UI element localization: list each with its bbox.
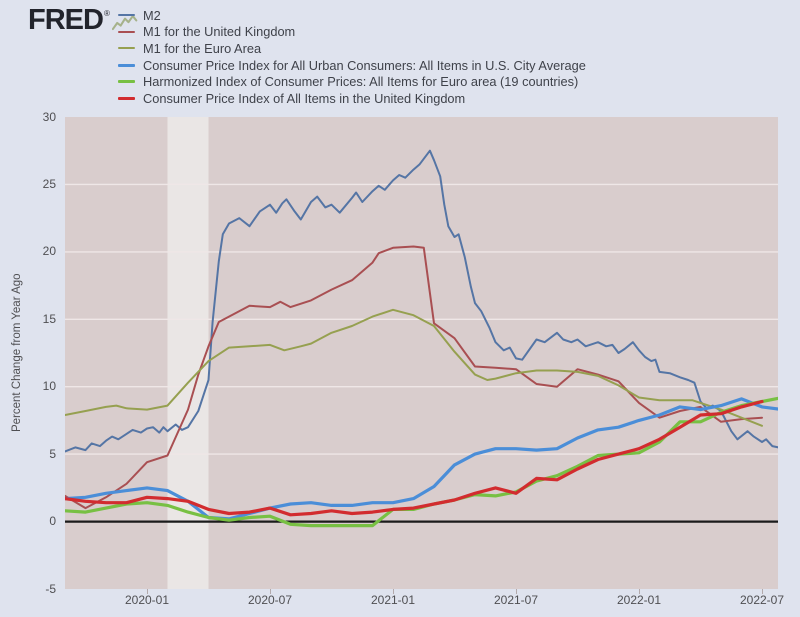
x-tick-label-2021-07: 2021-07 bbox=[493, 593, 539, 607]
legend-item-cpi-us: Consumer Price Index for All Urban Consu… bbox=[118, 57, 586, 74]
legend-item-m1-uk: M1 for the United Kingdom bbox=[118, 24, 586, 41]
legend-label-m1-uk: M1 for the United Kingdom bbox=[143, 24, 296, 40]
fred-logo-text: FRED bbox=[28, 4, 104, 36]
fred-logo[interactable]: FRED ® bbox=[28, 4, 138, 36]
legend-swatch-hicp-euro bbox=[118, 80, 135, 84]
registered-trademark: ® bbox=[103, 9, 110, 18]
x-tick-label-2022-01: 2022-01 bbox=[616, 593, 662, 607]
y-tick-label-25: 25 bbox=[42, 176, 56, 191]
x-tick-mark-2021-07 bbox=[516, 589, 517, 594]
x-tick-label-2022-07: 2022-07 bbox=[739, 593, 785, 607]
x-tick-mark-2022-01 bbox=[639, 589, 640, 594]
legend-item-m1-euro: M1 for the Euro Area bbox=[118, 40, 586, 57]
fred-sparkline-icon bbox=[111, 15, 138, 31]
x-tick-label-2020-07: 2020-07 bbox=[247, 593, 293, 607]
legend-item-m2: M2 bbox=[118, 7, 586, 24]
y-tick-label-30: 30 bbox=[42, 109, 56, 124]
legend-swatch-cpi-uk bbox=[118, 96, 135, 100]
series-line-m2 bbox=[65, 149, 778, 453]
y-tick-label--5: -5 bbox=[45, 581, 56, 596]
x-tick-label-2020-01: 2020-01 bbox=[124, 593, 170, 607]
series-line-m1-euro bbox=[65, 308, 763, 427]
legend-item-cpi-uk: Consumer Price Index of All Items in the… bbox=[118, 90, 586, 107]
x-tick-label-2021-01: 2021-01 bbox=[370, 593, 416, 607]
legend-swatch-m1-uk bbox=[118, 30, 135, 33]
x-tick-mark-2021-01 bbox=[393, 589, 394, 594]
legend-label-hicp-euro: Harmonized Index of Consumer Prices: All… bbox=[143, 74, 579, 90]
y-tick-label-0: 0 bbox=[49, 514, 56, 529]
legend-swatch-m1-euro bbox=[118, 47, 135, 50]
x-tick-mark-2020-07 bbox=[270, 589, 271, 594]
x-tick-mark-2022-07 bbox=[762, 589, 763, 594]
plot-area[interactable] bbox=[65, 117, 778, 589]
legend-label-m2: M2 bbox=[143, 7, 161, 23]
legend-swatch-m2 bbox=[118, 14, 135, 17]
y-tick-label-15: 15 bbox=[42, 311, 56, 326]
series-line-cpi-uk bbox=[65, 399, 764, 517]
recession-band bbox=[167, 117, 209, 589]
y-tick-label-5: 5 bbox=[49, 446, 56, 461]
x-tick-mark-2020-01 bbox=[147, 589, 148, 594]
y-tick-label-20: 20 bbox=[42, 244, 56, 259]
legend-item-hicp-euro: Harmonized Index of Consumer Prices: All… bbox=[118, 73, 586, 90]
legend-label-cpi-us: Consumer Price Index for All Urban Consu… bbox=[143, 57, 586, 73]
y-tick-label-10: 10 bbox=[42, 379, 56, 394]
legend-label-cpi-uk: Consumer Price Index of All Items in the… bbox=[143, 90, 466, 106]
legend-swatch-cpi-us bbox=[118, 63, 135, 67]
legend: M2 M1 for the United Kingdom M1 for the Eu… bbox=[118, 7, 586, 107]
legend-label-m1-euro: M1 for the Euro Area bbox=[143, 40, 262, 56]
